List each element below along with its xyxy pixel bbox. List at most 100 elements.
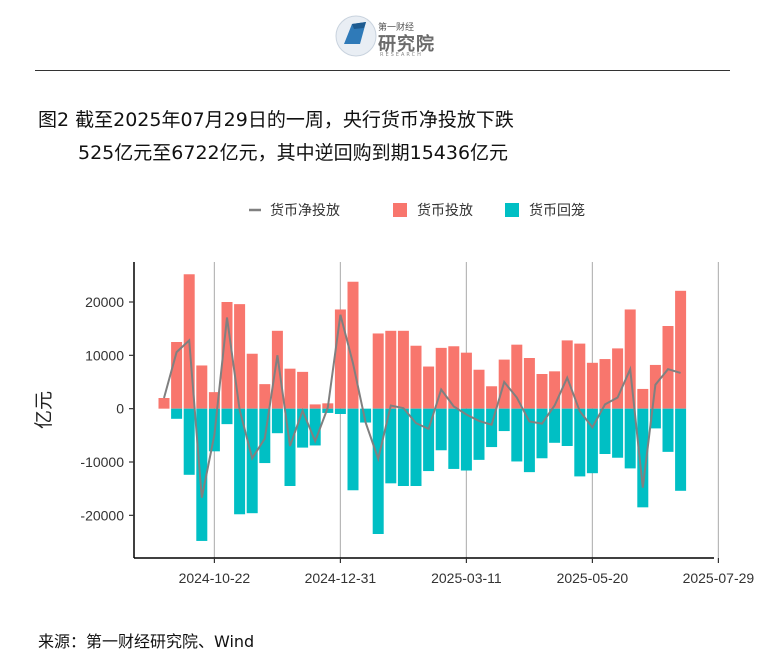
header-divider — [35, 70, 730, 71]
legend-net-label: 货币净投放 — [270, 202, 340, 218]
injection-bar — [297, 371, 309, 409]
chart-legend: 货币净投放 货币投放 货币回笼 — [249, 202, 585, 218]
logo: 第一财经 研究院 RESEARCH — [334, 14, 454, 62]
withdrawal-bar — [221, 408, 233, 425]
source-note: 来源：第一财经研究院、Wind — [38, 632, 255, 651]
injection-bar — [309, 404, 321, 409]
injection-bar — [234, 304, 246, 409]
withdrawal-bar — [448, 408, 460, 469]
withdrawal-bar — [649, 408, 661, 429]
y-tick-label: 20000 — [85, 294, 124, 310]
injection-bar — [574, 343, 586, 409]
logo-emblem-icon — [335, 15, 377, 57]
withdrawal-bar — [536, 408, 548, 459]
withdrawal-bar — [460, 408, 472, 471]
injection-bar — [536, 374, 548, 409]
injection-bar — [271, 330, 283, 409]
withdrawal-bar — [334, 408, 346, 414]
withdrawal-bar — [473, 408, 485, 460]
withdrawal-bar — [246, 408, 258, 514]
injection-bar — [511, 344, 523, 409]
withdrawal-bar — [360, 408, 372, 423]
figure-title: 图2 截至2025年07月29日的一周，央行货币净投放下跌 525亿元至6722… — [38, 104, 514, 170]
withdrawal-bar — [297, 408, 309, 448]
withdrawal-bar — [423, 408, 435, 472]
net-injection-line — [163, 314, 681, 498]
injection-bar — [158, 398, 170, 409]
withdrawal-bar — [410, 408, 422, 486]
injection-bar — [460, 352, 472, 409]
withdrawal-bar — [624, 408, 636, 469]
title-line-1: 图2 截至2025年07月29日的一周，央行货币净投放下跌 — [38, 109, 514, 131]
injection-bar — [549, 371, 561, 409]
withdrawal-bar — [498, 408, 510, 432]
withdrawal-bar — [511, 408, 523, 462]
withdrawal-bar — [397, 408, 409, 486]
legend-withdrawal-swatch — [505, 203, 519, 217]
withdrawal-bar — [322, 408, 334, 413]
withdrawal-bar — [234, 408, 246, 515]
withdrawal-bar — [675, 408, 687, 491]
withdrawal-bar — [372, 408, 384, 534]
title-line-2: 525亿元至6722亿元，其中逆回购到期15436亿元 — [78, 142, 509, 164]
withdrawal-bar — [196, 408, 208, 541]
logo-sub-text: RESEARCH — [380, 52, 423, 58]
injection-bar — [612, 348, 624, 409]
x-tick-label: 2025-05-20 — [557, 570, 629, 586]
injection-bar — [208, 392, 220, 409]
chart: 货币净投放 货币投放 货币回笼 -20000 -10000 0 10000 20000 202… — [33, 202, 754, 586]
withdrawal-bar — [486, 408, 498, 448]
legend-withdrawal-label: 货币回笼 — [529, 202, 585, 218]
injection-bar — [599, 359, 611, 409]
x-tick-label: 2024-10-22 — [179, 570, 251, 586]
injection-bar — [486, 386, 498, 409]
injection-bar — [284, 368, 296, 409]
withdrawal-bar — [284, 408, 296, 486]
injection-bar — [624, 309, 636, 409]
injection-bar — [561, 340, 573, 409]
withdrawal-bar — [574, 408, 586, 477]
withdrawal-bar — [171, 408, 183, 419]
withdrawal-bar — [662, 408, 674, 452]
injection-bar — [246, 353, 258, 409]
y-tick-label: 10000 — [85, 347, 124, 363]
y-tick-label: -20000 — [80, 507, 124, 523]
injection-bar — [675, 290, 687, 409]
y-tick-label: -10000 — [80, 454, 124, 470]
withdrawal-bar — [586, 408, 598, 474]
logo-main-text: 研究院 — [378, 34, 435, 55]
injection-bar — [171, 342, 183, 409]
injection-bar — [410, 345, 422, 409]
injection-bar — [523, 358, 535, 409]
y-axis-label: 亿元 — [33, 391, 55, 429]
legend-injection-label: 货币投放 — [417, 202, 473, 218]
withdrawal-bar — [637, 408, 649, 508]
injection-bar — [473, 369, 485, 409]
chart-axes: -20000 -10000 0 10000 20000 2024-10-22 2024-12… — [33, 262, 754, 586]
injection-bar — [347, 281, 359, 409]
injection-bar — [637, 388, 649, 409]
withdrawal-bar — [549, 408, 561, 443]
injection-bar — [423, 366, 435, 409]
withdrawal-bar — [347, 408, 359, 491]
x-tick-label: 2024-12-31 — [305, 570, 377, 586]
withdrawal-bar — [183, 408, 195, 475]
injection-bar — [196, 365, 208, 409]
y-tick-label: 0 — [116, 401, 124, 417]
chart-bars — [158, 274, 687, 541]
chart-net-line — [163, 314, 681, 498]
withdrawal-bar — [385, 408, 397, 484]
logo-top-text: 第一财经 — [378, 23, 415, 33]
withdrawal-bar — [612, 408, 624, 458]
legend-injection-swatch — [393, 203, 407, 217]
injection-bar — [448, 346, 460, 409]
withdrawal-bar — [309, 408, 321, 446]
injection-bar — [662, 326, 674, 409]
injection-bar — [397, 330, 409, 409]
withdrawal-bar — [271, 408, 283, 434]
injection-bar — [372, 333, 384, 409]
withdrawal-bar — [523, 408, 535, 473]
injection-bar — [259, 384, 271, 409]
withdrawal-bar — [435, 408, 447, 451]
injection-bar — [385, 330, 397, 409]
